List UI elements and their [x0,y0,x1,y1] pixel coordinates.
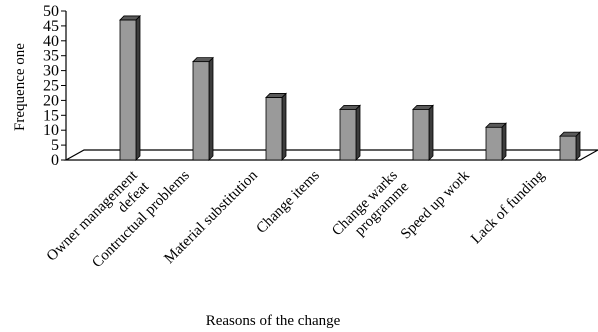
y-tick-label: 20 [43,92,59,109]
bar [119,14,141,161]
bar-side [281,92,287,161]
bar-top [559,131,581,137]
bar [339,104,361,161]
bar-side [135,14,141,161]
floor-plane [63,149,598,161]
bar [265,92,287,161]
bar [192,56,214,161]
y-tick-label: 10 [43,122,59,139]
bar-side [208,56,214,161]
bar-top [265,93,287,98]
bar-front [485,126,503,161]
x-axis-title: Reasons of the change [206,313,341,329]
chart-floor [63,149,598,161]
bar-top [119,15,141,21]
bar-side [501,122,507,161]
y-tick-label: 40 [43,33,59,50]
y-tick-label: 25 [43,78,59,95]
y-tick-label: 50 [43,3,59,20]
x-tick-label-line: Lack of funding [468,167,548,247]
bar [559,131,581,161]
bar [412,104,434,161]
x-tick-label: Change warksprogramme [329,167,412,250]
bar-side [575,131,581,161]
bars [119,14,581,161]
bar-front [119,19,137,161]
y-tick-label: 45 [43,18,59,35]
x-tick-label-line: Owner management [44,167,142,265]
x-tick-label-line: Change items [253,167,322,236]
bar-top [412,104,434,110]
bar-top [485,122,507,128]
bar-top [339,104,361,110]
bar [485,122,507,161]
bar-front [412,108,430,161]
bar-front [265,97,283,161]
y-tick-label: 15 [43,107,59,124]
y-tick-label: 35 [43,48,59,65]
bar-side [355,104,361,161]
x-tick-label: Speed up work [398,167,473,242]
bar-top [192,57,214,63]
y-tick-label: 30 [43,63,59,80]
x-tick-label: Change items [253,167,322,236]
x-tick-label-line: Speed up work [398,167,473,242]
bar-side [428,104,434,161]
x-tick-label: Lack of funding [468,167,548,247]
y-tick-label: 0 [51,152,59,169]
bar-front [559,135,577,161]
bar-front [339,108,357,161]
y-axis-title: Frequence one [12,43,28,131]
y-tick-label: 5 [51,137,59,154]
bar-front [192,61,210,161]
